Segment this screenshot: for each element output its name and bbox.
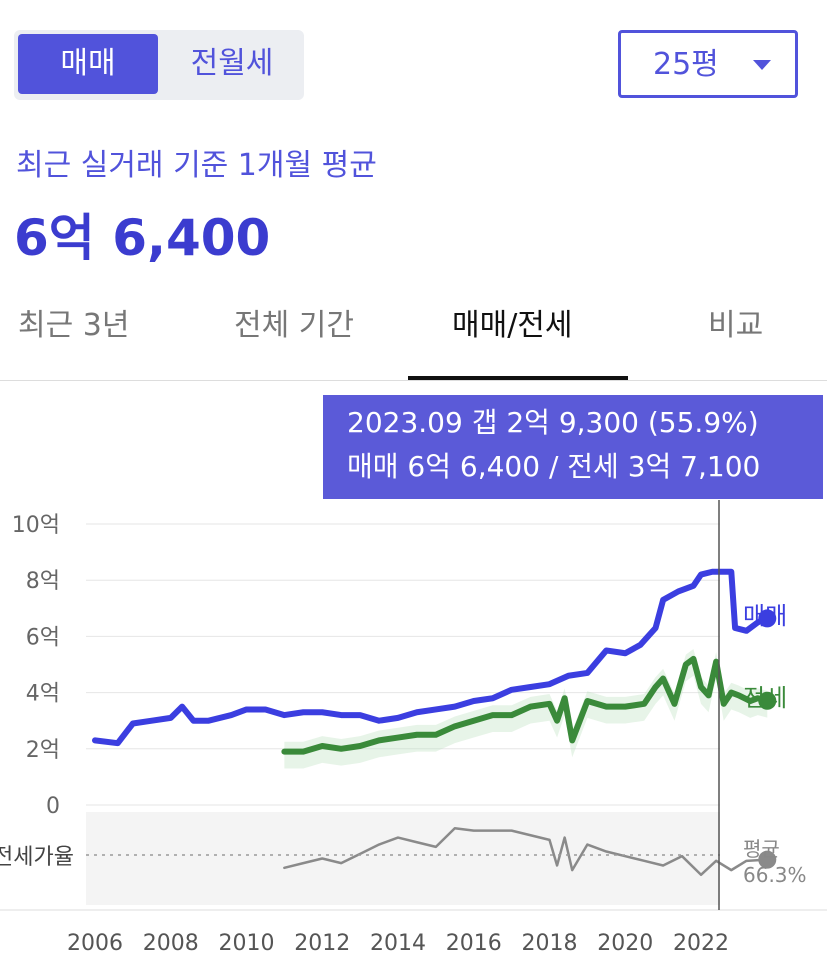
x-tick-label: 2014 xyxy=(370,931,426,956)
y-tick-label: 4억 xyxy=(26,682,60,707)
sale-series-label: 매매 xyxy=(743,602,787,630)
y-tick-label: 8억 xyxy=(26,569,60,594)
average-price: 6억 6,400 xyxy=(14,209,271,267)
x-tick-label: 2016 xyxy=(446,931,502,956)
x-tick-label: 2022 xyxy=(673,931,729,956)
x-tick-label: 2008 xyxy=(143,931,199,956)
x-tick-label: 2012 xyxy=(294,931,350,956)
y-tick-label: 6억 xyxy=(26,625,60,650)
y-tick-label: 2억 xyxy=(26,738,60,763)
chart-tooltip: 2023.09 갭 2억 9,300 (55.9%) 매매 6억 6,400 /… xyxy=(323,395,823,499)
jeonse-series-line xyxy=(281,655,771,755)
sale-series-line xyxy=(92,568,771,747)
tab-sale-jeonse[interactable]: 매매/전세 xyxy=(452,308,573,343)
chevron-down-icon xyxy=(753,60,771,70)
x-tick-label: 2020 xyxy=(597,931,653,956)
jeonse-endpoint xyxy=(758,691,777,710)
ratio-band-background xyxy=(86,812,720,905)
x-tick-label: 2006 xyxy=(67,931,123,956)
ratio-axis-label: 전세가율 xyxy=(0,845,74,870)
tooltip-gap-line: 2023.09 갭 2억 9,300 (55.9%) xyxy=(347,406,759,439)
tooltip-price-line: 매매 6억 6,400 / 전세 3억 7,100 xyxy=(347,450,761,483)
tab-recent-3y[interactable]: 최근 3년 xyxy=(18,308,130,343)
jeonse-series-label: 전세 xyxy=(743,684,787,712)
y-tick-label: 0 xyxy=(46,794,60,819)
size-select-value: 25평 xyxy=(653,47,719,82)
tab-all-period[interactable]: 전체 기간 xyxy=(234,308,354,343)
rent-tab-button[interactable]: 전월세 xyxy=(190,46,274,81)
price-basis-label: 최근 실거래 기준 1개월 평균 xyxy=(16,148,377,183)
ratio-series-line xyxy=(283,827,769,877)
active-tab-indicator xyxy=(408,376,628,380)
ratio-endpoint xyxy=(758,850,777,869)
x-tick-label: 2018 xyxy=(522,931,578,956)
x-tick-label: 2010 xyxy=(219,931,275,956)
ratio-average-value: 66.3% xyxy=(743,863,807,887)
size-select[interactable]: 25평 xyxy=(618,30,798,98)
trade-type-toggle: 매매 전월세 xyxy=(14,30,304,100)
price-chart[interactable]: 10억 8억 6억 4억 2억 0 2006 2008 2010 2012 2014 2016 2018… xyxy=(0,500,827,964)
sale-endpoint xyxy=(758,609,777,628)
y-tick-label: 10억 xyxy=(12,513,60,538)
ratio-average-title: 평균 xyxy=(743,837,780,861)
tab-compare[interactable]: 비교 xyxy=(708,308,764,343)
tab-divider xyxy=(0,380,827,381)
sale-tab-button[interactable]: 매매 xyxy=(18,34,158,94)
